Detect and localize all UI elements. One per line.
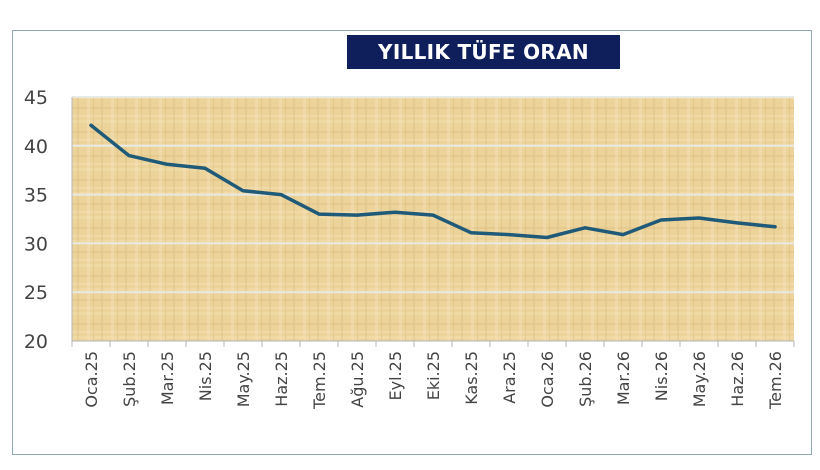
x-tick-label: Şub.26	[576, 351, 595, 407]
data-point	[279, 193, 283, 197]
data-point	[659, 218, 663, 222]
x-tick-label: Oca.25	[82, 351, 101, 408]
data-point	[203, 166, 207, 170]
x-tick-label: Mar.25	[158, 351, 177, 405]
x-tick-label: Oca.26	[538, 351, 557, 408]
x-tick-label: Mar.26	[614, 351, 633, 405]
axes	[71, 97, 795, 347]
data-point	[773, 225, 777, 229]
data-point	[355, 213, 359, 217]
x-tick-label: May.25	[234, 351, 253, 407]
y-tick-labels: 20 25 30 35 40 45	[24, 87, 48, 353]
data-point	[507, 233, 511, 237]
x-tick-label: Tem.26	[766, 351, 785, 410]
x-tick-label: Eki.25	[424, 351, 443, 400]
data-point	[697, 216, 701, 220]
chart-title: YILLIK TÜFE ORAN	[378, 40, 589, 64]
data-point	[393, 210, 397, 214]
data-point	[241, 189, 245, 193]
y-tick-label: 45	[24, 87, 48, 109]
data-point	[735, 221, 739, 225]
y-tick-label: 30	[24, 233, 48, 255]
series-line-group	[89, 123, 777, 240]
x-tick-label: Eyl.25	[386, 351, 405, 400]
data-point	[127, 154, 131, 158]
data-point	[431, 213, 435, 217]
data-point	[545, 236, 549, 240]
data-point	[317, 212, 321, 216]
x-tick-label: Haz.25	[272, 351, 291, 407]
chart-title-box: YILLIK TÜFE ORAN	[347, 35, 620, 69]
x-tick-labels: Oca.25 Şub.25 Mar.25 Nis.25 May.25 Haz.25 Tem.…	[82, 351, 785, 410]
data-point	[469, 231, 473, 235]
x-tick-label: Şub.25	[120, 351, 139, 407]
x-tick-label: Nis.25	[196, 351, 215, 401]
x-tick-label: Ağu.25	[348, 351, 367, 408]
y-tick-label: 25	[24, 282, 48, 304]
x-tick-label: May.26	[690, 351, 709, 407]
y-tick-label: 35	[24, 185, 48, 207]
x-tick-label: Haz.26	[728, 351, 747, 407]
y-tick-label: 40	[24, 136, 48, 158]
x-tick-label: Ara.25	[500, 351, 519, 404]
gridlines	[72, 96, 794, 294]
data-point	[165, 162, 169, 166]
y-tick-label: 20	[24, 331, 48, 353]
x-tick-label: Nis.26	[652, 351, 671, 401]
data-point	[89, 123, 93, 127]
data-point	[583, 226, 587, 230]
x-tick-label: Tem.25	[310, 351, 329, 410]
data-point	[621, 233, 625, 237]
x-tick-label: Kas.25	[462, 351, 481, 405]
chart-frame	[12, 30, 812, 455]
